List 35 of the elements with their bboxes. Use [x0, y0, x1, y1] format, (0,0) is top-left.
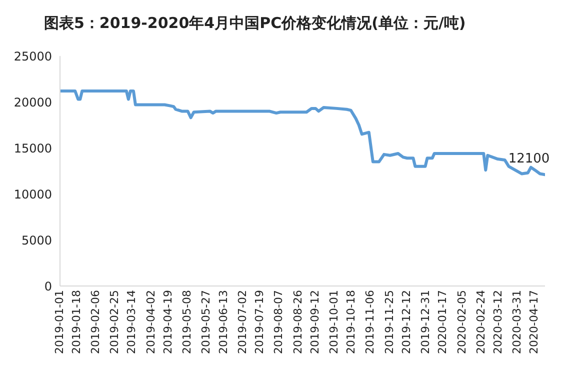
y-tick-label: 5000 — [21, 233, 52, 248]
x-tick-label: 2019-02-06 — [89, 290, 102, 354]
x-tick-label: 2020-01-17 — [436, 290, 450, 354]
y-tick-label: 10000 — [14, 187, 52, 202]
x-tick-label: 2019-10-01 — [328, 290, 341, 354]
x-tick-label: 2019-11-06 — [364, 290, 377, 354]
x-tick-label: 2019-08-07 — [272, 290, 286, 354]
x-tick-label: 2019-10-18 — [344, 290, 358, 354]
x-tick-label: 2019-04-19 — [161, 290, 174, 354]
x-tick-label: 2020-03-31 — [510, 290, 524, 354]
annotation: 12100 — [508, 152, 550, 167]
x-tick-label: 2019-07-19 — [253, 290, 266, 354]
x-tick-label: 2020-04-17 — [528, 290, 541, 354]
x-tick-label: 2019-08-26 — [291, 290, 304, 354]
x-tick-label: 2019-03-14 — [125, 290, 138, 354]
y-tick-label: 0 — [44, 279, 52, 294]
x-tick-label: 2019-04-02 — [144, 290, 158, 354]
x-tick-label: 2019-05-27 — [200, 290, 213, 354]
x-tick-label: 2019-01-18 — [70, 290, 83, 354]
x-tick-label: 2019-02-25 — [108, 290, 122, 354]
x-tick-label: 2019-06-13 — [216, 290, 230, 354]
x-tick-label: 2019-09-12 — [308, 290, 322, 354]
x-tick-label: 2019-05-08 — [180, 290, 194, 354]
x-tick-label: 2019-12-31 — [419, 290, 432, 354]
x-tick-label: 2019-12-12 — [400, 290, 413, 354]
x-tick-label: 2019-01-01 — [52, 290, 66, 354]
x-tick-label: 2019-11-25 — [382, 290, 396, 354]
y-tick-label: 20000 — [14, 95, 52, 110]
y-tick-label: 15000 — [14, 141, 52, 156]
x-tick-label: 2020-03-12 — [492, 290, 505, 354]
chart-title: 图表5：2019-2020年4月中国PC价格变化情况(单位：元/吨) — [43, 13, 467, 34]
x-tick-label: 2019-07-02 — [236, 290, 249, 354]
x-tick-label: 2020-02-05 — [455, 290, 468, 354]
y-tick-label: 25000 — [14, 49, 52, 64]
x-tick-label: 2020-02-24 — [474, 290, 488, 354]
